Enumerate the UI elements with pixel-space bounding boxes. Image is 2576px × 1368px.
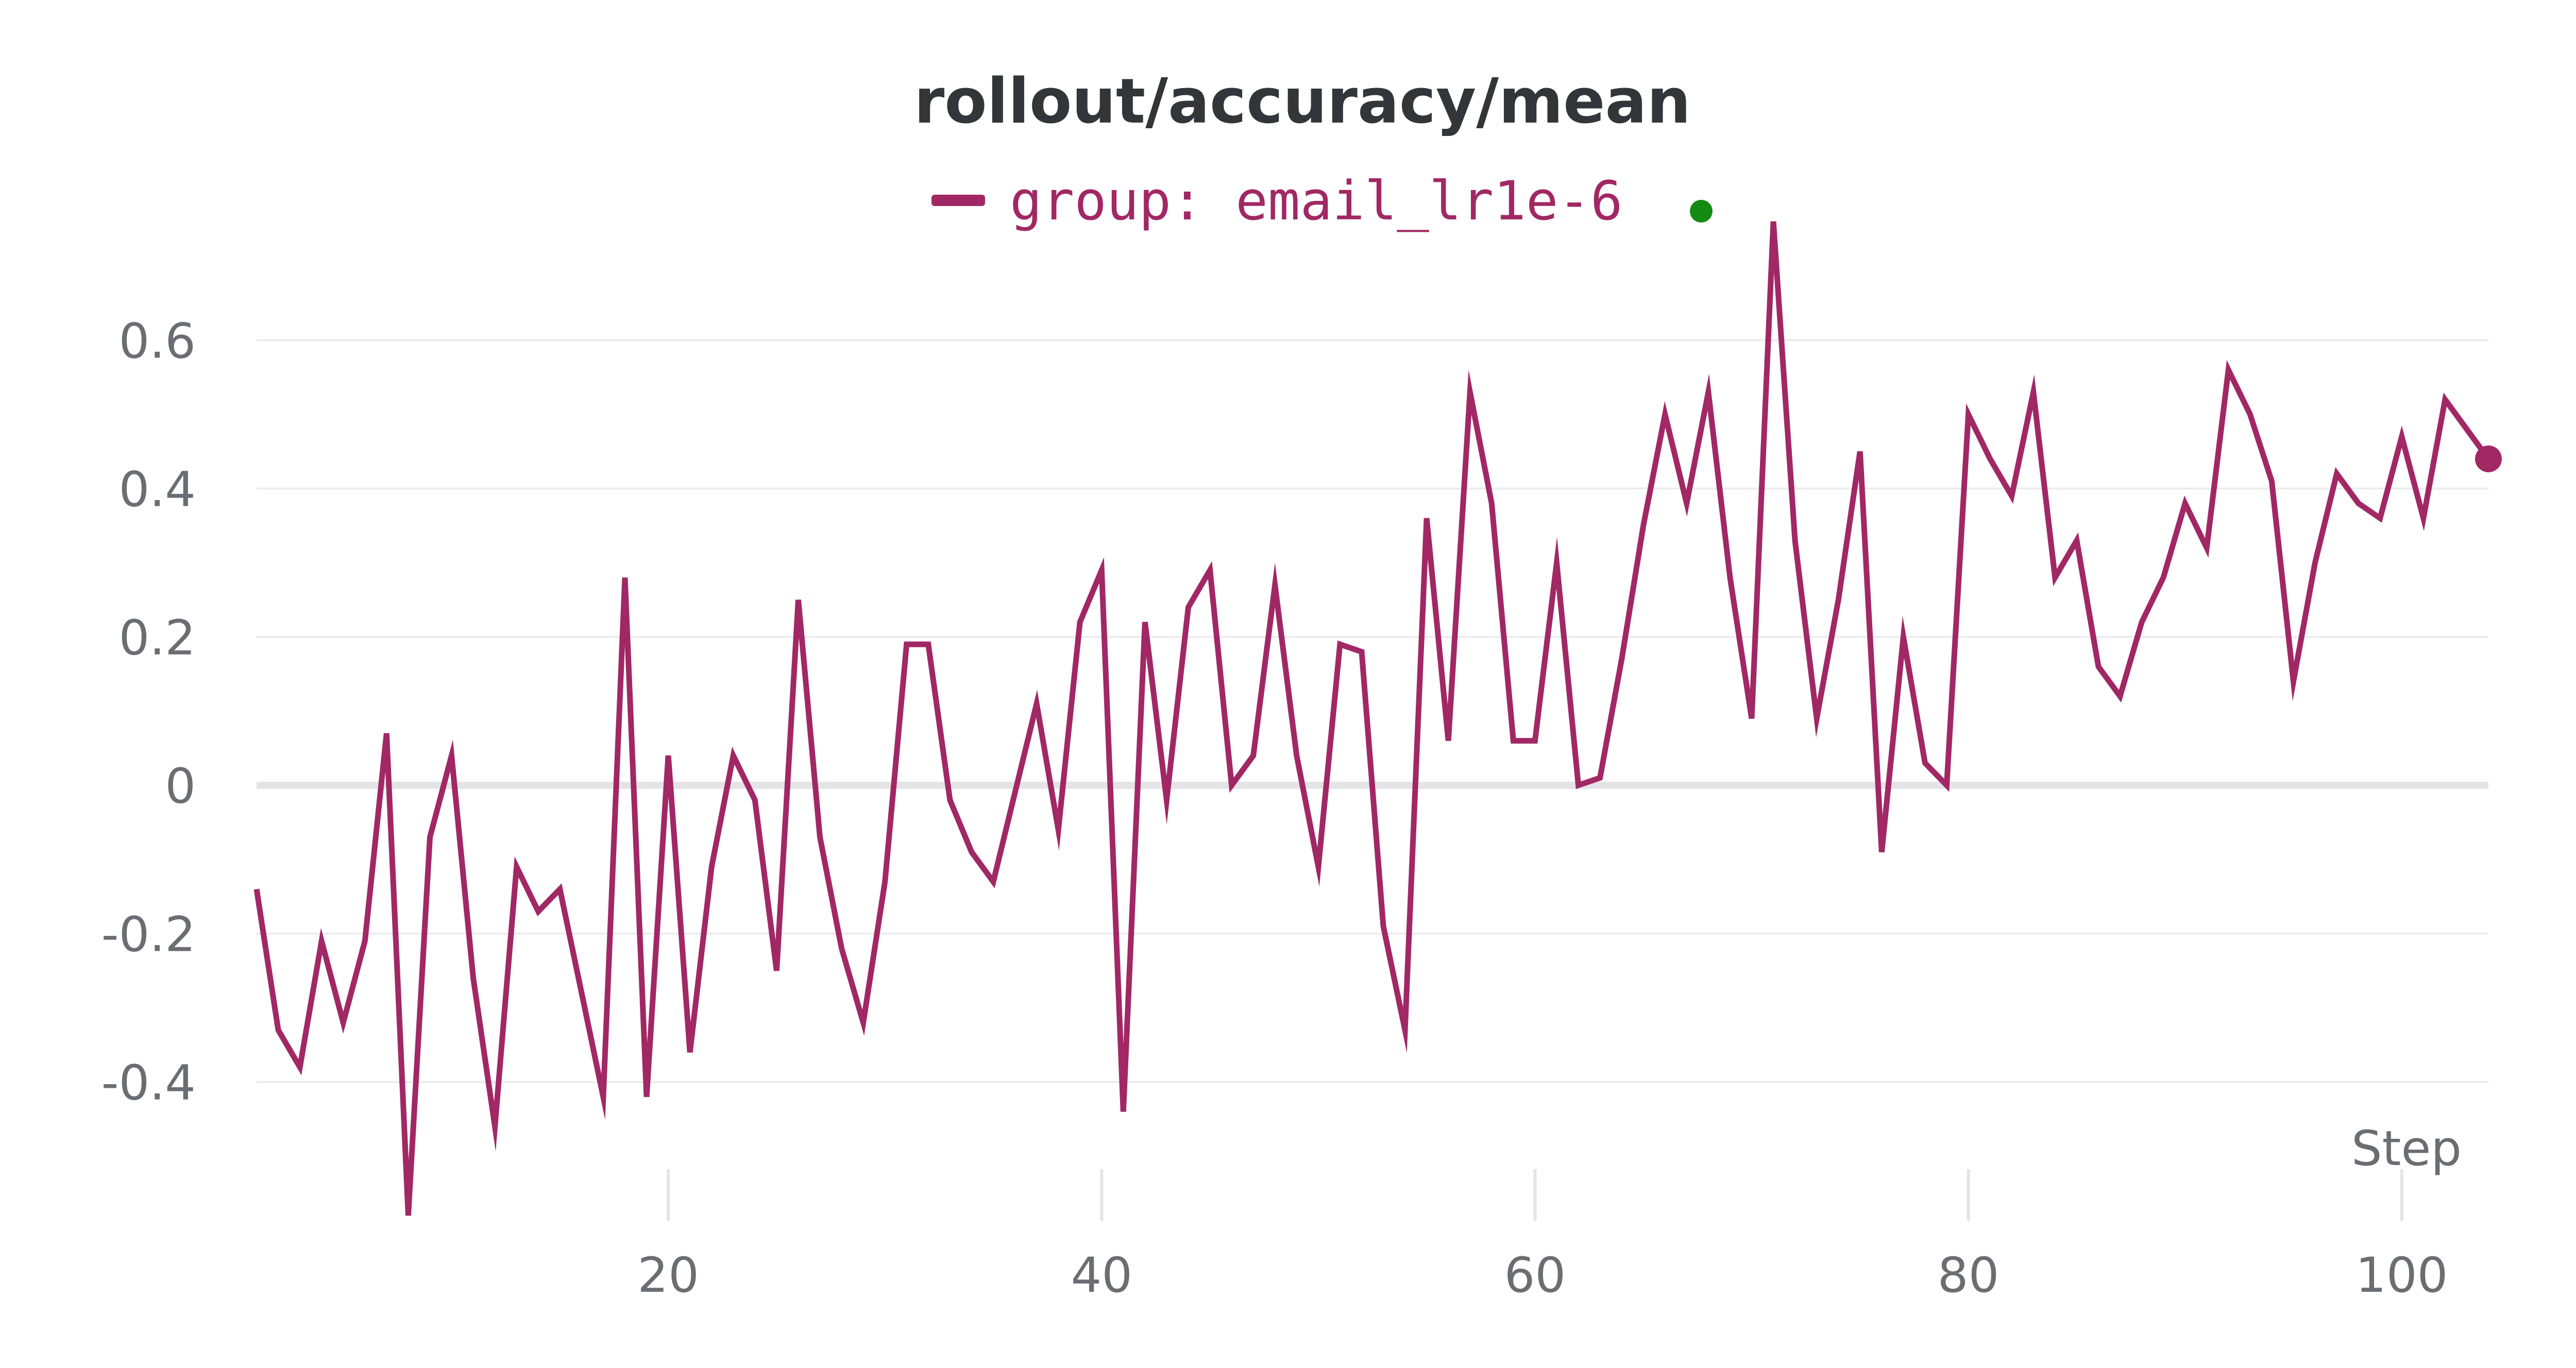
x-tick-label: 60 (1504, 1247, 1566, 1304)
legend-status-dot (1690, 200, 1713, 223)
series-layer (253, 221, 2502, 1216)
y-tick-labels: -0.4 -0.2 0 0.2 0.4 0.6 (101, 313, 196, 1111)
chart-title: rollout/accuracy/mean (914, 66, 1691, 138)
y-tick-label: 0.2 (119, 610, 196, 666)
y-tick-label: -0.2 (101, 907, 196, 963)
y-tick-label: 0.6 (119, 313, 196, 369)
x-tick-label: 100 (2355, 1247, 2448, 1304)
x-axis-label: Step (2351, 1121, 2462, 1177)
x-tick-label: 40 (1071, 1247, 1132, 1304)
x-tick-marks (667, 1169, 2403, 1221)
y-tick-label: 0 (165, 759, 196, 815)
series-end-marker[interactable] (2475, 445, 2502, 472)
x-tick-label: 20 (637, 1247, 699, 1304)
legend[interactable]: group: email_lr1e-6 (931, 169, 1713, 232)
series-line[interactable] (253, 221, 2491, 1216)
x-tick-labels: 20 40 60 80 100 (637, 1247, 2448, 1304)
y-tick-label: -0.4 (101, 1055, 196, 1112)
x-tick-label: 80 (1938, 1247, 1999, 1304)
grid (257, 339, 2488, 1083)
legend-label: group: email_lr1e-6 (1010, 169, 1623, 232)
y-tick-label: 0.4 (119, 462, 196, 518)
legend-swatch (931, 195, 985, 206)
